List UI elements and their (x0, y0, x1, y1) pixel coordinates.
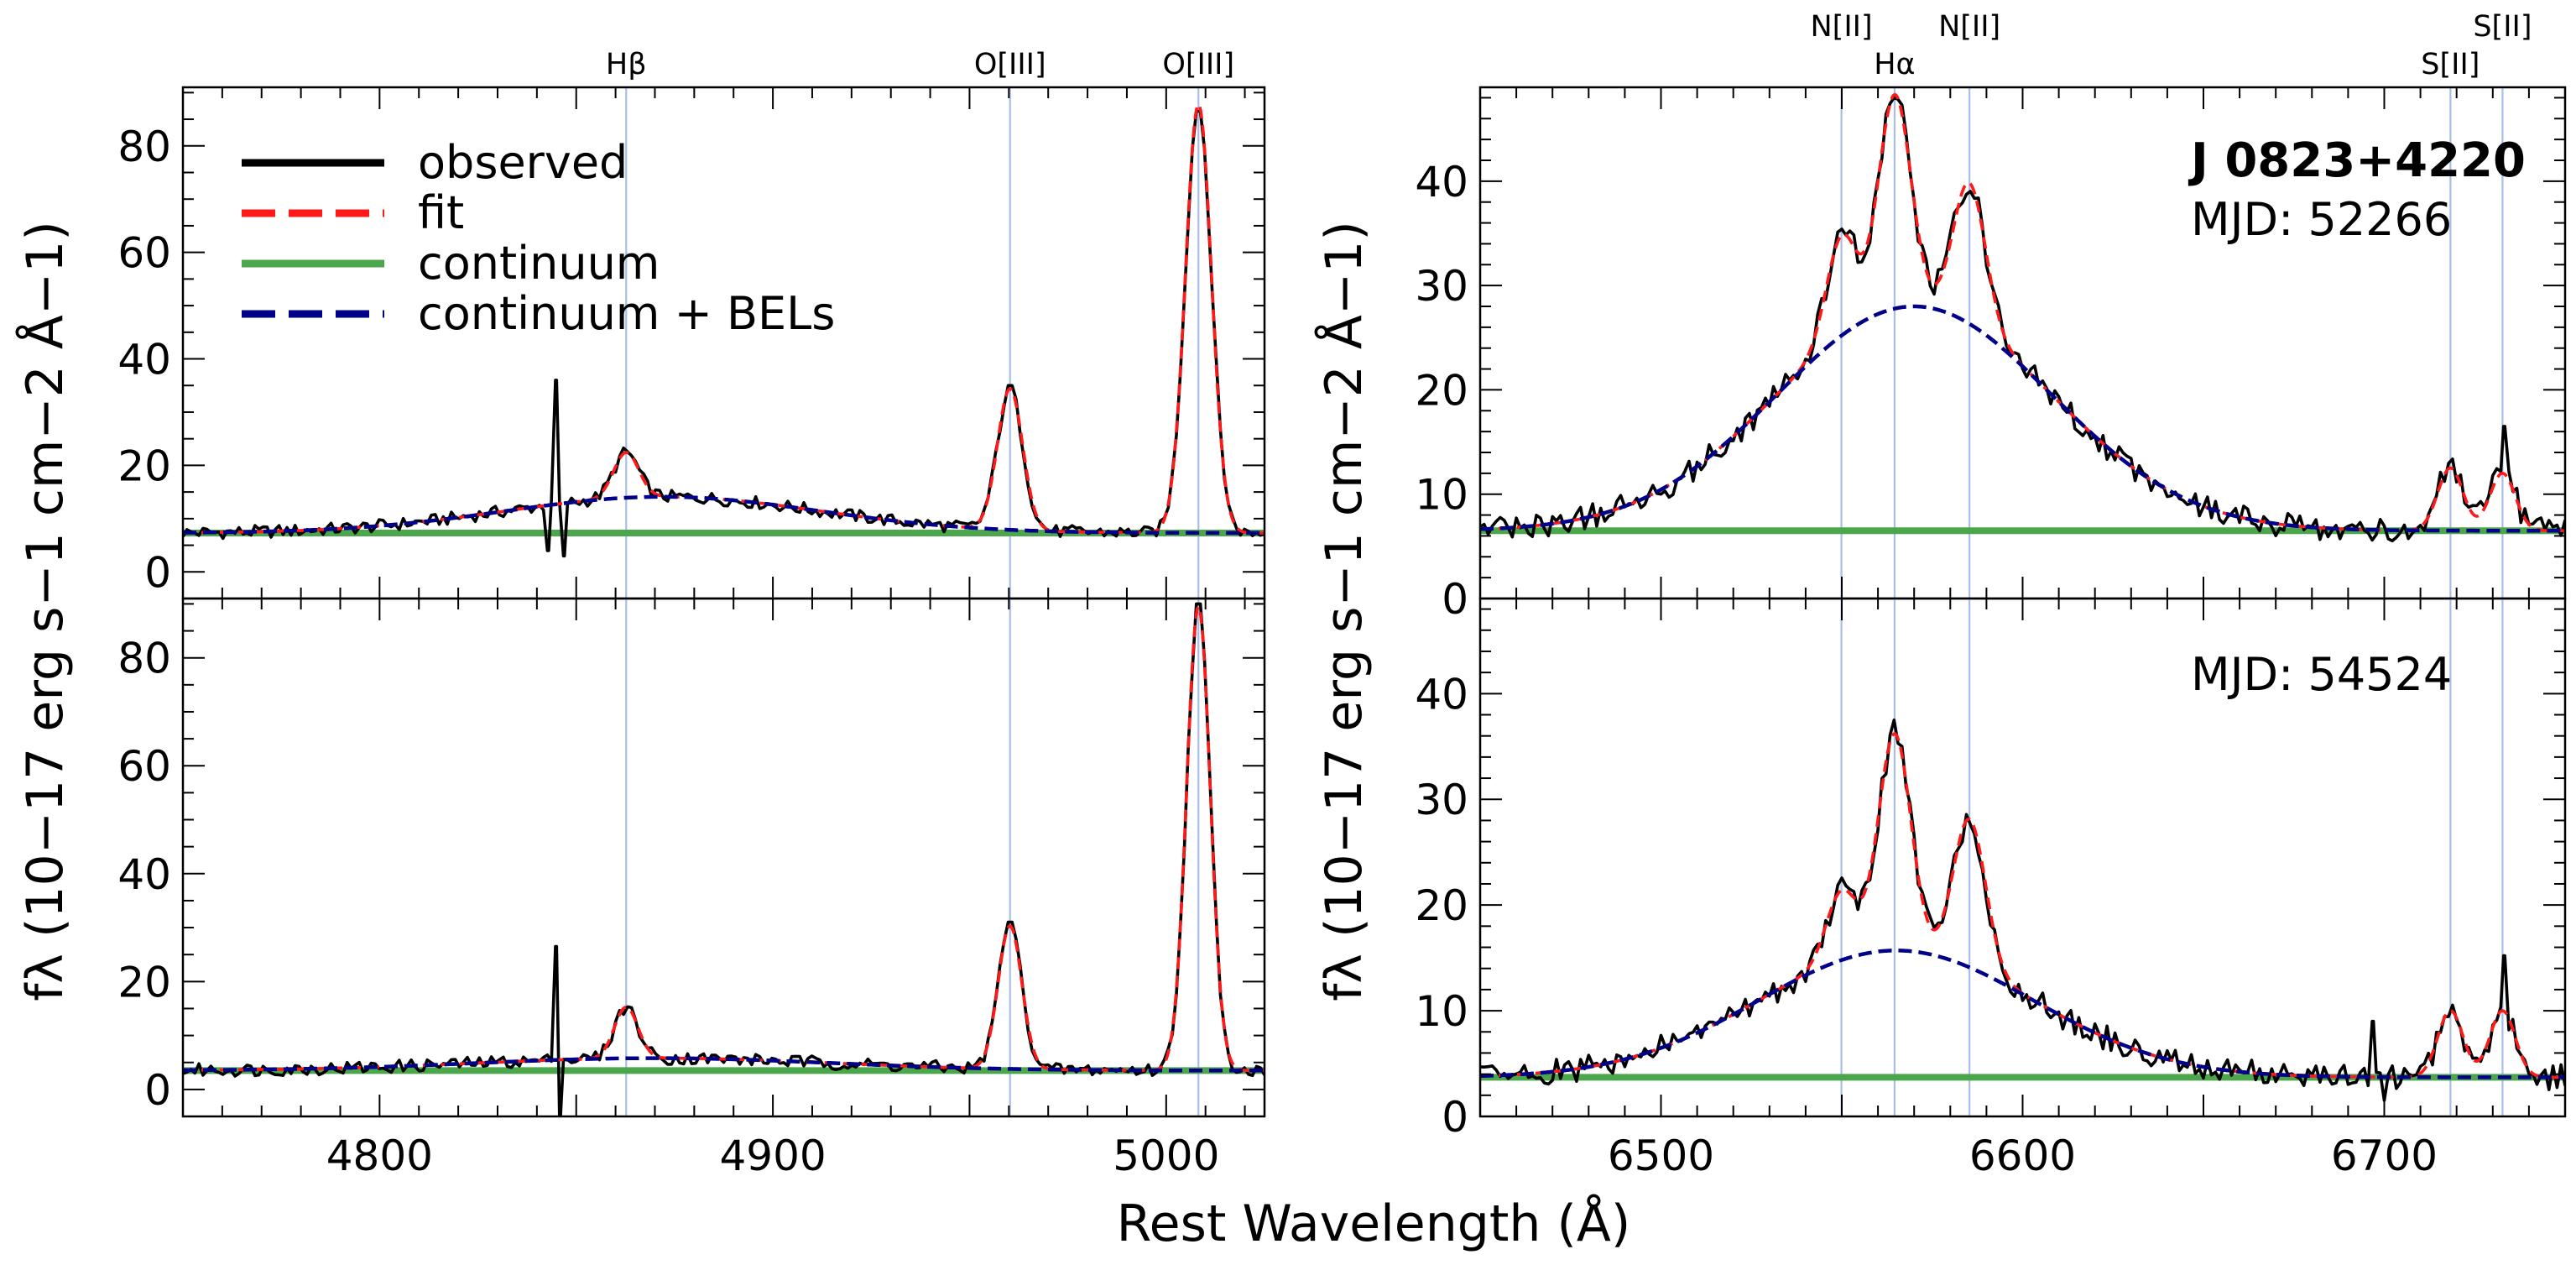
x-tick-label: 6600 (1969, 1132, 2076, 1180)
x-tick-label: 4800 (326, 1132, 433, 1180)
y-tick-label: 20 (117, 442, 171, 490)
y-axis-label-right: fλ (10−17 erg s−1 cm−2 Å−1) (1314, 221, 1374, 1001)
line-marker-label: O[III] (1162, 48, 1234, 81)
legend-label: continuum (418, 237, 660, 290)
y-axis-label-left: fλ (10−17 erg s−1 cm−2 Å−1) (15, 221, 75, 1001)
y-tick-label: 30 (1415, 776, 1468, 824)
y-tick-label: 60 (117, 742, 171, 791)
continuum-bels-series (183, 494, 1265, 536)
line-marker-label: S[II] (2421, 48, 2480, 81)
legend-item-observed: observed (242, 136, 628, 189)
x-tick-label: 4900 (719, 1132, 826, 1180)
line-marker-label: S[II] (2473, 10, 2532, 44)
y-tick-label: 80 (117, 635, 171, 683)
y-tick-label: 20 (1415, 366, 1468, 415)
legend-label: observed (418, 136, 628, 189)
continuum-bels-series (1480, 949, 2565, 1079)
legend-item-cont_bel: continuum + BELs (242, 287, 835, 340)
line-marker-labels: Hβ O[III] O[III]N[II]HαN[II]S[II]S[II] (606, 10, 2532, 81)
x-axis-label: Rest Wavelength (Å) (1117, 1194, 1631, 1253)
fit-series (183, 603, 1265, 1073)
line-marker-label: N[II] (1938, 10, 2000, 44)
y-tick-label: 40 (117, 336, 171, 384)
panel-halpha-mjd-52266: 0 10 20 30 40 (1415, 86, 2567, 624)
legend-label: fit (418, 186, 464, 239)
object-name: J 0823+4220 (2188, 133, 2526, 188)
y-tick-label: 0 (1442, 575, 1468, 624)
fit-series (183, 101, 1265, 535)
panel-hbeta-mjd-52266: 0 20 40 60 80 (117, 86, 1266, 600)
x-tick-label: 6700 (2331, 1132, 2438, 1180)
y-tick-label: 10 (1415, 471, 1468, 520)
panel-hbeta-mjd-54524: 4800 4900 5000 0 20 40 60 80 (117, 597, 1266, 1180)
mjd-label-bottom: MJD: 54524 (2191, 648, 2452, 701)
line-marker-label: N[II] (1810, 10, 1872, 44)
y-tick-label: 60 (117, 229, 171, 278)
y-tick-label: 10 (1415, 987, 1468, 1036)
y-tick-label: 0 (144, 548, 171, 597)
continuum-bels-series (1480, 304, 2565, 533)
y-tick-label: 40 (1415, 158, 1468, 206)
observed-series (1480, 719, 2565, 1102)
observed-series (1480, 96, 2565, 543)
line-marker-label: Hα (1874, 48, 1915, 81)
y-tick-label: 30 (1415, 262, 1468, 311)
y-tick-label: 20 (117, 958, 171, 1006)
x-tick-label: 5000 (1113, 1132, 1219, 1180)
observed-series (183, 602, 1265, 1116)
x-tick-label: 6500 (1608, 1132, 1714, 1180)
y-tick-label: 40 (117, 850, 171, 899)
panel-halpha-mjd-54524: 6500 6600 6700 0 10 20 30 40 (1415, 597, 2567, 1180)
y-tick-label: 80 (117, 123, 171, 171)
observed-series (183, 109, 1265, 558)
y-tick-label: 0 (1442, 1093, 1468, 1142)
axes-frame (181, 597, 1266, 1118)
y-tick-label: 40 (1415, 670, 1468, 719)
line-marker-label: O[III] (974, 48, 1046, 81)
legend-item-continuum: continuum (242, 237, 660, 290)
mjd-label-top: MJD: 52266 (2191, 193, 2452, 246)
legend-item-fit: fit (242, 186, 464, 239)
line-marker-label: Hβ (606, 48, 647, 81)
fit-series (1480, 732, 2565, 1079)
y-tick-label: 0 (144, 1066, 171, 1115)
legend-label: continuum + BELs (418, 287, 835, 340)
y-tick-label: 20 (1415, 881, 1468, 930)
